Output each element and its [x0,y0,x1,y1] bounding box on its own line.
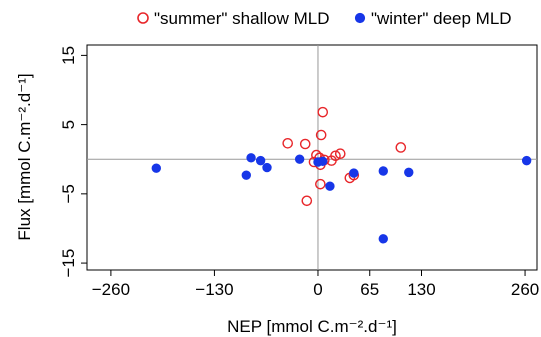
x-tick-label: 130 [407,280,435,299]
plot-frame [86,44,538,271]
y-axis: 15 5 −5 −15 [59,46,87,278]
y-tick-label: 15 [59,46,78,65]
summer-data-point [315,178,326,190]
winter-data-point [378,166,388,176]
winter-data-point [241,170,251,180]
x-tick-label: 0 [313,280,322,299]
winter-data-point [262,162,272,173]
y-tick-label: 5 [59,120,78,129]
data-points [151,106,532,244]
legend-label-summer: "summer" shallow MLD [154,9,330,28]
winter-data-point [404,167,414,178]
summer-data-point [317,106,329,118]
x-tick-label: −130 [195,280,233,299]
winter-data-point [521,155,532,166]
winter-data-point [294,154,305,164]
winter-data-point [246,153,256,163]
x-axis-label: NEP [mmol C.m⁻².d⁻¹] [227,317,397,336]
winter-data-point [318,156,328,167]
x-axis: −260 −130 0 65 130 260 [92,270,539,299]
x-tick-label: 65 [360,280,379,299]
winter-data-point [378,234,388,244]
winter-data-point [349,168,359,178]
legend-label-winter: "winter" deep MLD [371,9,512,28]
summer-data-point [299,138,311,150]
summer-data-point [315,129,327,141]
winter-data-point [151,163,161,173]
winter-data-point [255,155,266,166]
x-tick-label: 260 [511,280,539,299]
y-axis-label: Flux [mmol C.m⁻².d⁻¹] [15,73,34,240]
legend-marker-summer [137,12,149,24]
summer-data-point [395,142,407,153]
summer-data-point [282,138,294,149]
legend: "summer" shallow MLD "winter" deep MLD [137,9,512,28]
summer-data-point [301,195,313,207]
legend-marker-winter [354,12,366,24]
winter-data-point [325,181,335,191]
x-tick-label: −260 [92,280,130,299]
y-tick-label: −15 [59,249,78,278]
y-tick-label: −5 [59,184,78,203]
summer-data-point [334,148,346,159]
